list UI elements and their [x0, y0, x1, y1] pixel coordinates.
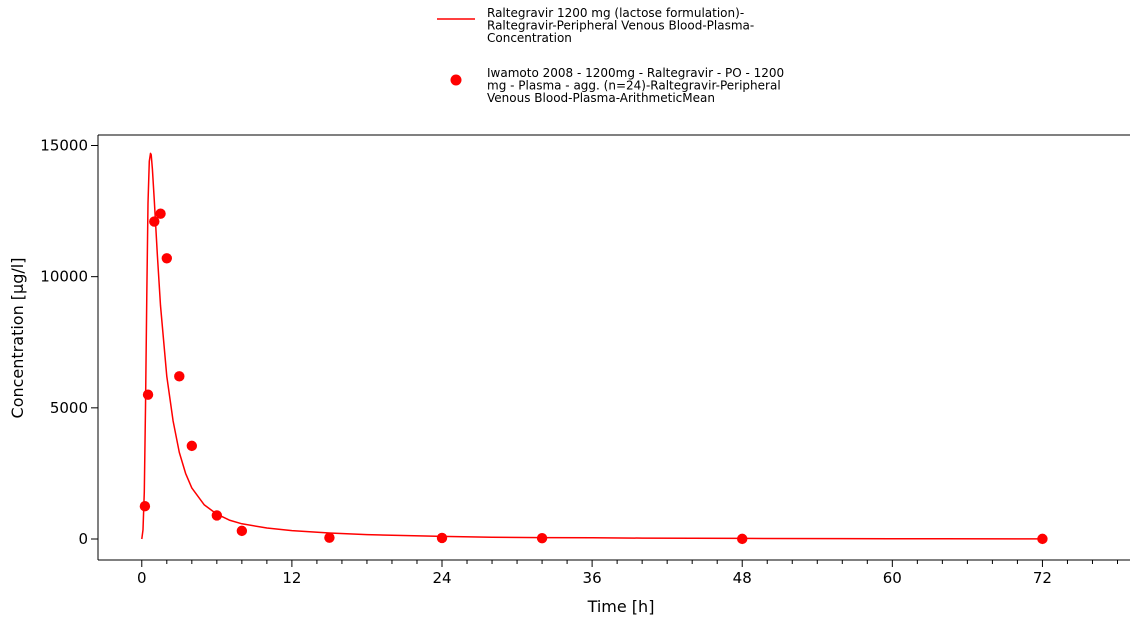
x-tick-label: 24: [432, 569, 451, 587]
plot-area: [139, 152, 1048, 545]
data-point: [139, 501, 151, 512]
y-tick-label: 5000: [50, 399, 88, 417]
y-tick-label: 10000: [40, 268, 88, 286]
x-axis-label: Time [h]: [587, 597, 655, 616]
data-point: [436, 532, 448, 544]
legend-entry-text: Raltegravir-Peripheral Venous Blood-Plas…: [487, 19, 754, 33]
x-tick-label: 36: [583, 569, 602, 587]
data-point: [211, 510, 223, 521]
series-line-0: [141, 152, 1043, 540]
y-tick-label: 15000: [40, 136, 88, 154]
data-point: [236, 525, 248, 537]
data-point: [142, 389, 154, 400]
data-point: [536, 533, 548, 544]
legend-entry-text: Concentration: [487, 31, 572, 45]
y-axis-label: Concentration [µg/l]: [8, 258, 27, 419]
x-tick-label: 72: [1033, 569, 1052, 587]
data-point: [149, 216, 160, 227]
legend-marker-swatch: [450, 74, 462, 86]
legend-entry-text: Venous Blood-Plasma-ArithmeticMean: [487, 91, 715, 105]
data-point: [161, 253, 172, 264]
legend-entry-text: Iwamoto 2008 - 1200mg - Raltegravir - PO…: [487, 66, 784, 80]
data-point: [174, 371, 185, 382]
data-point: [324, 532, 335, 543]
x-tick-label: 0: [137, 569, 147, 587]
data-point: [1037, 533, 1048, 545]
x-tick-label: 12: [282, 569, 301, 587]
y-tick-label: 0: [78, 530, 88, 548]
data-point: [737, 533, 748, 545]
data-point: [155, 208, 166, 219]
legend-entry-text: mg - Plasma - agg. (n=24)-Raltegravir-Pe…: [487, 79, 781, 93]
x-tick-label: 48: [733, 569, 752, 587]
legend-entry-text: Raltegravir 1200 mg (lactose formulation…: [487, 6, 744, 20]
data-point: [186, 440, 198, 452]
legend: Raltegravir 1200 mg (lactose formulation…: [437, 6, 784, 105]
x-tick-label: 60: [883, 569, 902, 587]
axes: 0 12 24 36 48 60 72 0 5000 10000 15000: [40, 134, 1130, 587]
